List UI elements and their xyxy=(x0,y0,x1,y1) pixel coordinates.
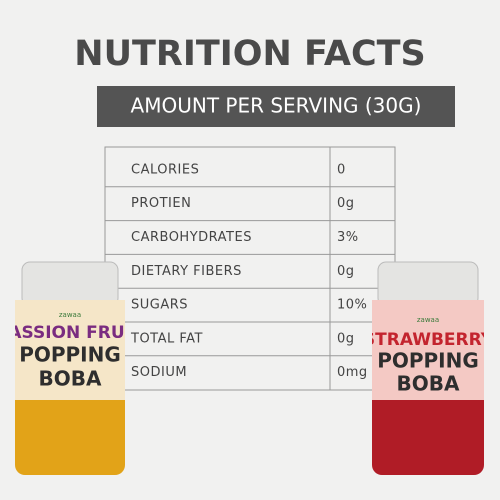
nutrient-name: TOTAL FAT xyxy=(130,331,203,346)
jar-lid xyxy=(377,261,479,307)
brand: zawaa xyxy=(417,316,439,324)
banner xyxy=(97,86,455,127)
nutrient-value: 0g xyxy=(337,196,355,211)
nutrient-name: CARBOHYDRATES xyxy=(131,230,252,245)
nutrient-value: 3% xyxy=(337,230,359,245)
nutrient-name: DIETARY FIBERS xyxy=(131,264,242,279)
jar-passion-fruit: zawaa PASSION FRUIT POPPING BOBA xyxy=(0,261,143,475)
jar-strawberry: zawaa STRAWBERRY POPPING BOBA xyxy=(363,261,494,475)
nutrient-value: 10% xyxy=(337,298,367,313)
product-line: BOBA xyxy=(39,367,102,391)
jar-label xyxy=(15,300,125,400)
title: NUTRITION FACTS xyxy=(74,34,425,74)
nutrition-table: CALORIES 0 PROTIEN 0g CARBOHYDRATES 3% DIETARY… xyxy=(104,146,396,391)
product-line: BOBA xyxy=(397,372,460,396)
product-line: POPPING xyxy=(19,343,121,367)
nutrient-value: 0 xyxy=(337,162,346,177)
brand: zawaa xyxy=(59,311,81,319)
nutrient-name: SODIUM xyxy=(131,365,187,380)
nutrient-name: PROTIEN xyxy=(131,196,191,211)
jar-lid xyxy=(21,261,119,307)
nutrient-value: 0g xyxy=(337,331,355,346)
jar-label xyxy=(372,300,484,400)
nutrient-name: CALORIES xyxy=(131,162,199,177)
flavor: STRAWBERRY xyxy=(363,330,494,350)
nutrient-value: 0g xyxy=(337,264,355,279)
flavor: PASSION FRUIT xyxy=(0,323,143,343)
subtitle: AMOUNT PER SERVING (30G) xyxy=(131,94,422,118)
product-line: POPPING xyxy=(377,349,479,373)
nutrient-value: 0mg xyxy=(337,365,368,380)
nutrient-name: SUGARS xyxy=(131,298,188,313)
